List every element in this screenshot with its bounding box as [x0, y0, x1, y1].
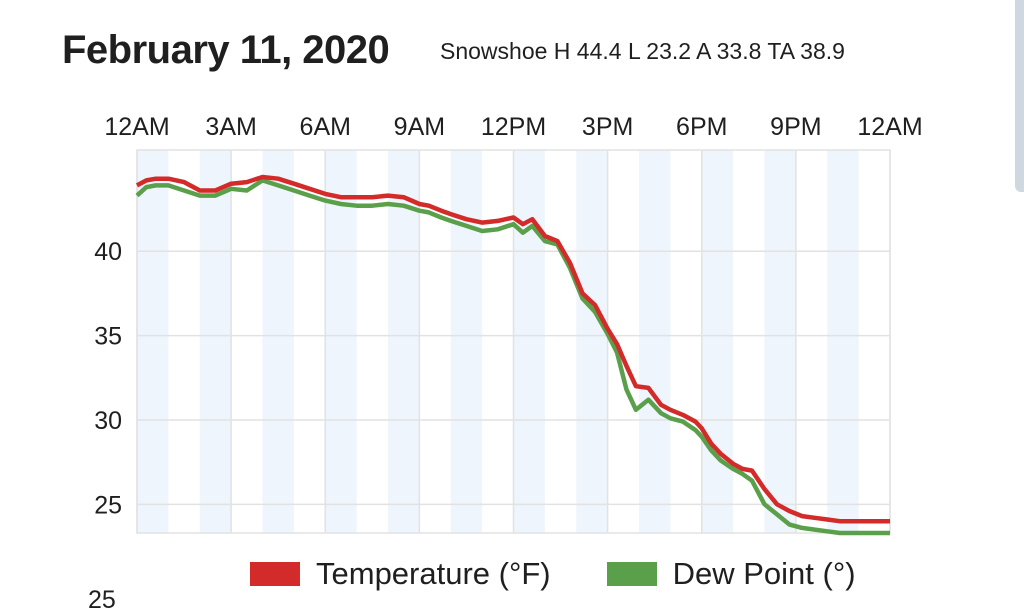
x-tick-label: 6PM — [676, 113, 727, 141]
x-tick-label: 12AM — [857, 113, 922, 141]
x-tick-label: 6AM — [300, 113, 351, 141]
hour-band — [450, 150, 483, 533]
x-tick-label: 12PM — [481, 113, 546, 141]
legend-label-temperature: Temperature (°F) — [316, 556, 551, 591]
x-tick-label: 12AM — [104, 113, 169, 141]
y-tick-label: 25 — [94, 491, 122, 519]
legend-swatch-dew-point — [606, 562, 657, 586]
legend-item-temperature[interactable]: Temperature (°F) — [250, 556, 551, 592]
hour-band — [701, 150, 734, 533]
legend-item-dew-point[interactable]: Dew Point (°) — [606, 556, 856, 592]
x-tick-label: 3PM — [582, 113, 633, 141]
hour-band — [388, 150, 420, 533]
x-tick-label: 3AM — [205, 113, 256, 141]
chart-legend: Temperature (°F) Dew Point (°) — [250, 556, 912, 592]
partial-axis-label: 25 — [88, 586, 116, 614]
plot-border — [136, 149, 891, 534]
hour-band — [764, 150, 796, 533]
hour-band — [199, 150, 232, 533]
y-tick-label: 40 — [94, 238, 122, 266]
hour-band — [513, 150, 545, 533]
hour-band — [639, 150, 671, 533]
hour-band — [827, 150, 859, 533]
weather-line-chart: 12AM 3AM 6AM 9AM 12PM 3PM 6PM 9PM 12AM 40 35 30 25 — [94, 113, 923, 536]
station-summary: Snowshoe H 44.4 L 23.2 A 33.8 TA 38.9 — [440, 38, 845, 64]
legend-swatch-temperature — [250, 562, 300, 586]
x-tick-label: 9PM — [770, 113, 821, 141]
y-tick-label: 35 — [94, 323, 122, 351]
chart-date-title: February 11, 2020 — [62, 28, 390, 72]
temperature-line — [135, 174, 890, 524]
scroll-edge — [1015, 0, 1024, 192]
hour-band — [325, 150, 357, 533]
x-tick-label: 9AM — [394, 113, 445, 141]
hour-band — [576, 150, 608, 533]
hour-band — [262, 150, 294, 533]
legend-label-dew-point: Dew Point (°) — [672, 556, 856, 591]
y-tick-label: 30 — [94, 407, 122, 435]
hour-band — [137, 150, 169, 533]
